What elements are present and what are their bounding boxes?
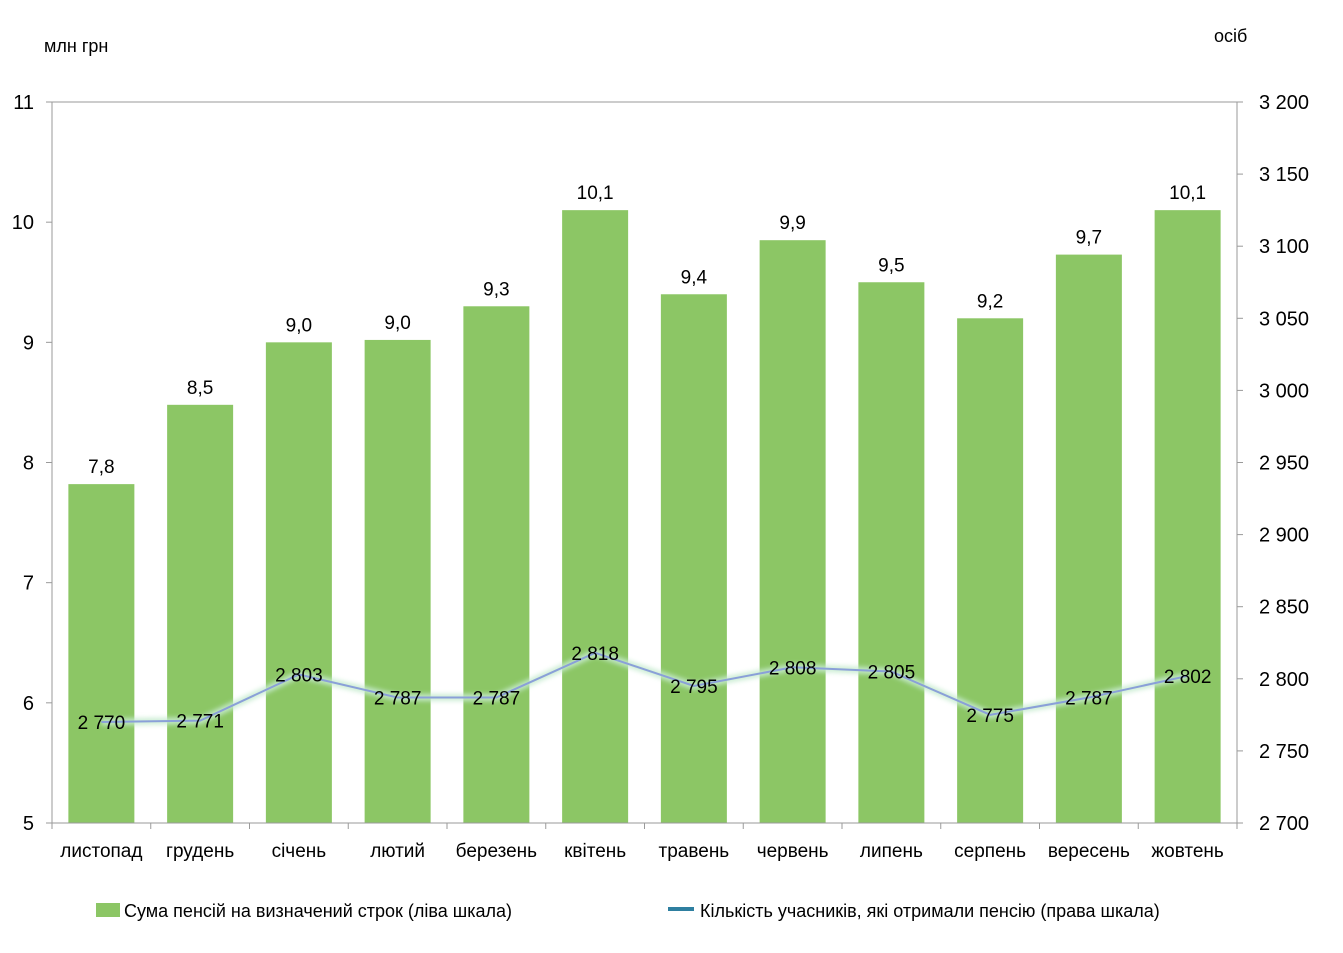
- left-tick-label: 9: [23, 332, 34, 354]
- right-tick-label: 3 000: [1259, 380, 1309, 402]
- line-value-label: 2 775: [966, 706, 1014, 727]
- line-value-label: 2 818: [571, 644, 619, 665]
- bar-value-label: 9,0: [384, 313, 410, 334]
- right-tick-label: 2 850: [1259, 597, 1309, 619]
- category-label: листопад: [60, 841, 142, 862]
- bar: [759, 240, 826, 824]
- right-tick-label: 2 900: [1259, 525, 1309, 547]
- right-tick-label: 3 150: [1259, 164, 1309, 186]
- category-label: січень: [272, 841, 327, 862]
- bar-value-label: 9,4: [681, 267, 708, 288]
- category-label: лютий: [370, 841, 425, 862]
- bar-value-label: 9,0: [286, 315, 312, 336]
- labels-group: 7,8 8,5 9,0 9,0 9,3 10,1 9,4 9,9 9,5 9,2 9,7 10,1 2 …: [78, 183, 1212, 734]
- right-tick-label: 2 700: [1259, 813, 1309, 835]
- bar: [1154, 210, 1221, 823]
- axes-group: 5 6 7 8 9 10 11 2 700 2 750 2 800 2 850 2 900 2 950 3…: [12, 92, 1309, 862]
- line-value-label: 2 787: [473, 689, 521, 710]
- right-tick-label: 3 100: [1259, 236, 1309, 258]
- legend-bar-swatch: [96, 903, 120, 917]
- bar: [957, 318, 1024, 823]
- category-label: серпень: [954, 841, 1026, 862]
- bar-value-label: 9,5: [878, 255, 904, 276]
- category-label: жовтень: [1151, 841, 1224, 862]
- right-tick-label: 3 200: [1259, 92, 1309, 114]
- bar-value-label: 10,1: [1169, 183, 1206, 204]
- bar: [68, 484, 135, 823]
- category-label: червень: [757, 841, 829, 862]
- bar: [660, 294, 727, 823]
- bar: [364, 339, 431, 823]
- right-tick-label: 3 050: [1259, 308, 1309, 330]
- bar-value-label: 9,2: [977, 291, 1003, 312]
- line-value-label: 2 787: [374, 689, 422, 710]
- line-value-label: 2 787: [1065, 689, 1113, 710]
- series-line-glow: [101, 649, 1189, 726]
- bar-value-label: 10,1: [577, 183, 614, 204]
- bar: [858, 282, 925, 823]
- bar: [265, 342, 332, 823]
- category-label: березень: [456, 841, 538, 862]
- bar: [167, 404, 234, 823]
- line-value-label: 2 770: [78, 713, 126, 734]
- bar: [463, 306, 530, 823]
- line-group: [101, 649, 1189, 726]
- right-tick-label: 2 800: [1259, 669, 1309, 691]
- bar-value-label: 9,3: [483, 279, 509, 300]
- category-label: грудень: [166, 841, 234, 862]
- category-label: квітень: [564, 841, 626, 862]
- right-tick-label: 2 950: [1259, 453, 1309, 475]
- legend: Сума пенсій на визначений строк (ліва шк…: [96, 901, 1160, 921]
- right-tick-label: 2 750: [1259, 741, 1309, 763]
- category-label: травень: [659, 841, 730, 862]
- line-value-label: 2 803: [275, 665, 323, 686]
- line-value-label: 2 771: [176, 712, 224, 733]
- line-value-label: 2 802: [1164, 667, 1212, 688]
- bar: [1055, 254, 1122, 823]
- left-tick-label: 10: [12, 212, 34, 234]
- series-line: [101, 651, 1188, 724]
- legend-line-label: Кількість учасників, які отримали пенсію…: [700, 901, 1160, 921]
- bar-value-label: 7,8: [88, 457, 114, 478]
- bar: [562, 210, 629, 823]
- line-value-label: 2 808: [769, 658, 817, 679]
- line-value-label: 2 795: [670, 677, 718, 698]
- bar-value-label: 9,7: [1076, 228, 1102, 249]
- left-tick-label: 11: [13, 92, 34, 114]
- category-label: вересень: [1048, 841, 1130, 862]
- left-tick-label: 5: [23, 813, 34, 835]
- category-label: липень: [860, 841, 923, 862]
- right-axis-unit: осіб: [1214, 26, 1247, 46]
- left-tick-label: 7: [23, 573, 34, 595]
- left-tick-label: 6: [23, 693, 34, 715]
- bar-value-label: 9,9: [779, 213, 805, 234]
- left-tick-label: 8: [23, 453, 34, 475]
- bars-group: [68, 210, 1221, 824]
- legend-bar-label: Сума пенсій на визначений строк (ліва шк…: [124, 901, 512, 921]
- left-axis-unit: млн грн: [44, 36, 108, 56]
- bar-value-label: 8,5: [187, 378, 213, 399]
- line-value-label: 2 805: [868, 663, 916, 684]
